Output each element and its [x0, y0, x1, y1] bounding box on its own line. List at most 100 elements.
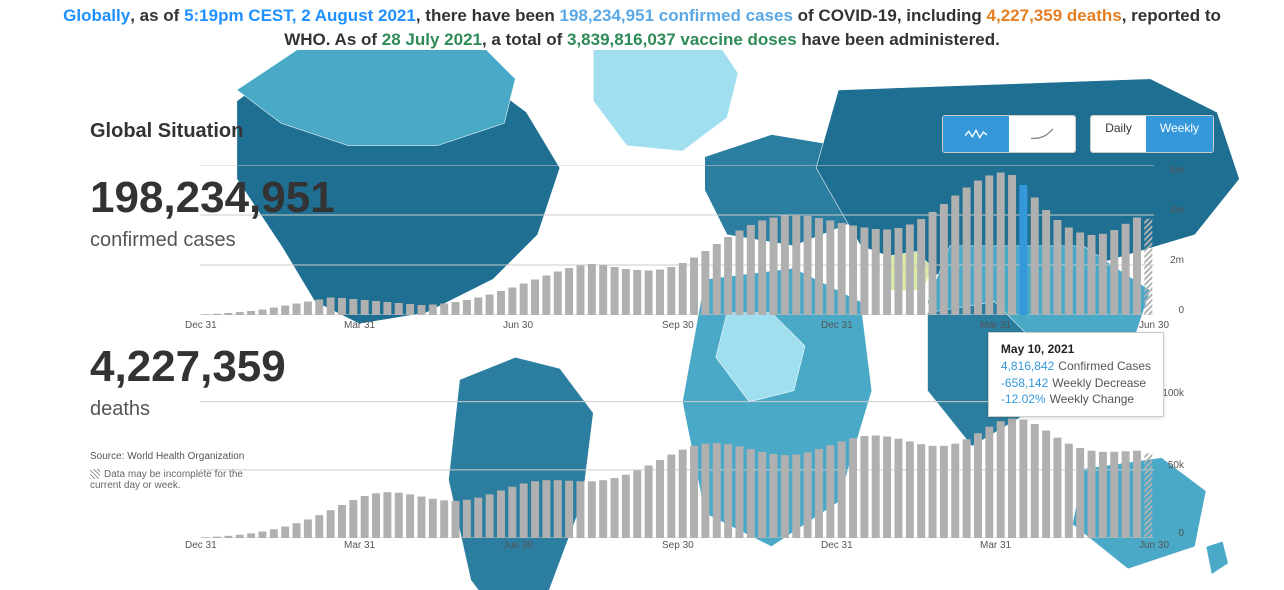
- bar[interactable]: [974, 181, 982, 316]
- bar[interactable]: [792, 215, 800, 315]
- bar[interactable]: [667, 267, 675, 315]
- bar[interactable]: [258, 531, 266, 538]
- bar[interactable]: [1008, 175, 1016, 315]
- bar[interactable]: [838, 223, 846, 315]
- bar[interactable]: [611, 267, 619, 315]
- bar[interactable]: [770, 218, 778, 316]
- bar[interactable]: [1088, 451, 1096, 538]
- bar[interactable]: [361, 496, 369, 538]
- bar[interactable]: [917, 219, 925, 315]
- bar[interactable]: [338, 505, 346, 538]
- bar[interactable]: [826, 221, 834, 316]
- bar[interactable]: [576, 266, 584, 316]
- bar[interactable]: [656, 460, 664, 538]
- bar[interactable]: [656, 270, 664, 316]
- bar[interactable]: [429, 305, 437, 316]
- bar[interactable]: [1031, 424, 1039, 538]
- bar[interactable]: [906, 441, 914, 538]
- bar[interactable]: [1076, 233, 1084, 316]
- bar[interactable]: [202, 537, 210, 538]
- bar[interactable]: [474, 298, 482, 316]
- bar[interactable]: [213, 537, 221, 538]
- bar[interactable]: [463, 500, 471, 538]
- bar[interactable]: [1031, 198, 1039, 316]
- bar[interactable]: [383, 302, 391, 315]
- bar[interactable]: [224, 536, 232, 538]
- bar[interactable]: [327, 510, 335, 538]
- bar[interactable]: [645, 465, 653, 538]
- bar[interactable]: [883, 437, 891, 538]
- bar[interactable]: [838, 441, 846, 538]
- bar[interactable]: [1065, 444, 1073, 538]
- line-style-curve-button[interactable]: [1009, 116, 1075, 152]
- bar[interactable]: [440, 500, 448, 538]
- bar[interactable]: [1144, 219, 1152, 315]
- bar[interactable]: [951, 196, 959, 316]
- bar[interactable]: [1053, 220, 1061, 315]
- bar[interactable]: [633, 470, 641, 538]
- bar[interactable]: [690, 258, 698, 316]
- bar[interactable]: [474, 498, 482, 538]
- daily-button[interactable]: Daily: [1091, 116, 1146, 152]
- bar[interactable]: [599, 480, 607, 538]
- bar[interactable]: [1110, 452, 1118, 538]
- bar[interactable]: [486, 494, 494, 538]
- bar[interactable]: [860, 228, 868, 316]
- bar[interactable]: [985, 176, 993, 316]
- bar[interactable]: [872, 435, 880, 538]
- bar[interactable]: [1053, 438, 1061, 538]
- bar[interactable]: [531, 280, 539, 316]
- bar[interactable]: [304, 519, 312, 538]
- bar[interactable]: [531, 481, 539, 538]
- bar[interactable]: [497, 291, 505, 315]
- bar[interactable]: [452, 501, 460, 538]
- bar[interactable]: [1088, 235, 1096, 315]
- bar[interactable]: [894, 228, 902, 315]
- bar[interactable]: [1099, 452, 1107, 538]
- bar[interactable]: [701, 444, 709, 538]
- bar[interactable]: [565, 268, 573, 315]
- bar[interactable]: [315, 515, 323, 538]
- bar[interactable]: [247, 533, 255, 538]
- bar[interactable]: [508, 487, 516, 538]
- bar[interactable]: [894, 439, 902, 538]
- bar[interactable]: [520, 284, 528, 316]
- bar[interactable]: [713, 244, 721, 315]
- bar[interactable]: [452, 302, 460, 315]
- bar[interactable]: [622, 475, 630, 538]
- bar[interactable]: [429, 499, 437, 538]
- bar[interactable]: [542, 480, 550, 538]
- bar[interactable]: [906, 225, 914, 316]
- bar[interactable]: [963, 188, 971, 316]
- bar[interactable]: [860, 436, 868, 538]
- bar[interactable]: [1122, 451, 1130, 538]
- bar[interactable]: [1019, 420, 1027, 538]
- bar[interactable]: [361, 300, 369, 315]
- bar[interactable]: [747, 225, 755, 315]
- bar[interactable]: [1076, 448, 1084, 538]
- bar[interactable]: [929, 212, 937, 315]
- bar[interactable]: [735, 231, 743, 316]
- bar[interactable]: [599, 265, 607, 315]
- bar[interactable]: [997, 173, 1005, 316]
- bar[interactable]: [293, 523, 301, 538]
- bar[interactable]: [963, 439, 971, 538]
- bar[interactable]: [349, 299, 357, 315]
- bar[interactable]: [1065, 228, 1073, 316]
- bar[interactable]: [1042, 431, 1050, 538]
- bar[interactable]: [622, 269, 630, 315]
- bar[interactable]: [724, 444, 732, 538]
- bar[interactable]: [1008, 419, 1016, 538]
- bar[interactable]: [236, 535, 244, 538]
- bar[interactable]: [679, 450, 687, 538]
- bar[interactable]: [417, 497, 425, 538]
- bar[interactable]: [929, 446, 937, 538]
- bar[interactable]: [985, 427, 993, 538]
- bar[interactable]: [1042, 210, 1050, 315]
- bar[interactable]: [395, 303, 403, 315]
- bar[interactable]: [1122, 224, 1130, 315]
- bar[interactable]: [815, 449, 823, 538]
- bar[interactable]: [997, 421, 1005, 538]
- bar[interactable]: [735, 446, 743, 538]
- bar[interactable]: [1019, 185, 1027, 315]
